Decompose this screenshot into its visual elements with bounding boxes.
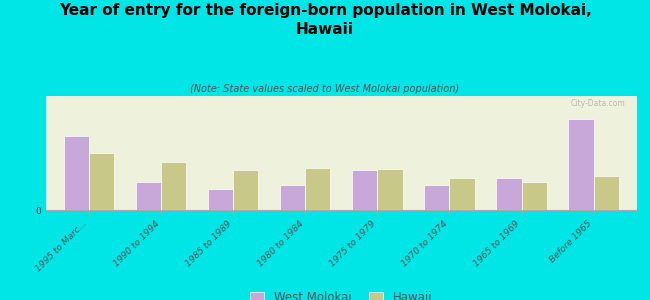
Text: (Note: State values scaled to West Molokai population): (Note: State values scaled to West Molok… bbox=[190, 84, 460, 94]
Bar bbox=[424, 185, 449, 210]
Bar bbox=[497, 178, 521, 210]
Bar bbox=[233, 170, 258, 210]
Bar bbox=[449, 178, 474, 210]
Bar bbox=[593, 176, 619, 210]
Bar bbox=[208, 190, 233, 210]
Bar bbox=[521, 182, 547, 210]
Bar bbox=[377, 169, 402, 210]
Bar bbox=[569, 119, 593, 210]
Bar bbox=[352, 170, 377, 210]
Text: Year of entry for the foreign-born population in West Molokai,
Hawaii: Year of entry for the foreign-born popul… bbox=[58, 3, 592, 37]
Bar bbox=[280, 185, 305, 210]
Bar bbox=[89, 153, 114, 210]
Bar bbox=[161, 162, 186, 210]
Legend: West Molokai, Hawaii: West Molokai, Hawaii bbox=[246, 286, 437, 300]
Text: City-Data.com: City-Data.com bbox=[571, 99, 625, 108]
Bar bbox=[136, 182, 161, 210]
Bar bbox=[64, 136, 89, 210]
Bar bbox=[306, 168, 330, 210]
